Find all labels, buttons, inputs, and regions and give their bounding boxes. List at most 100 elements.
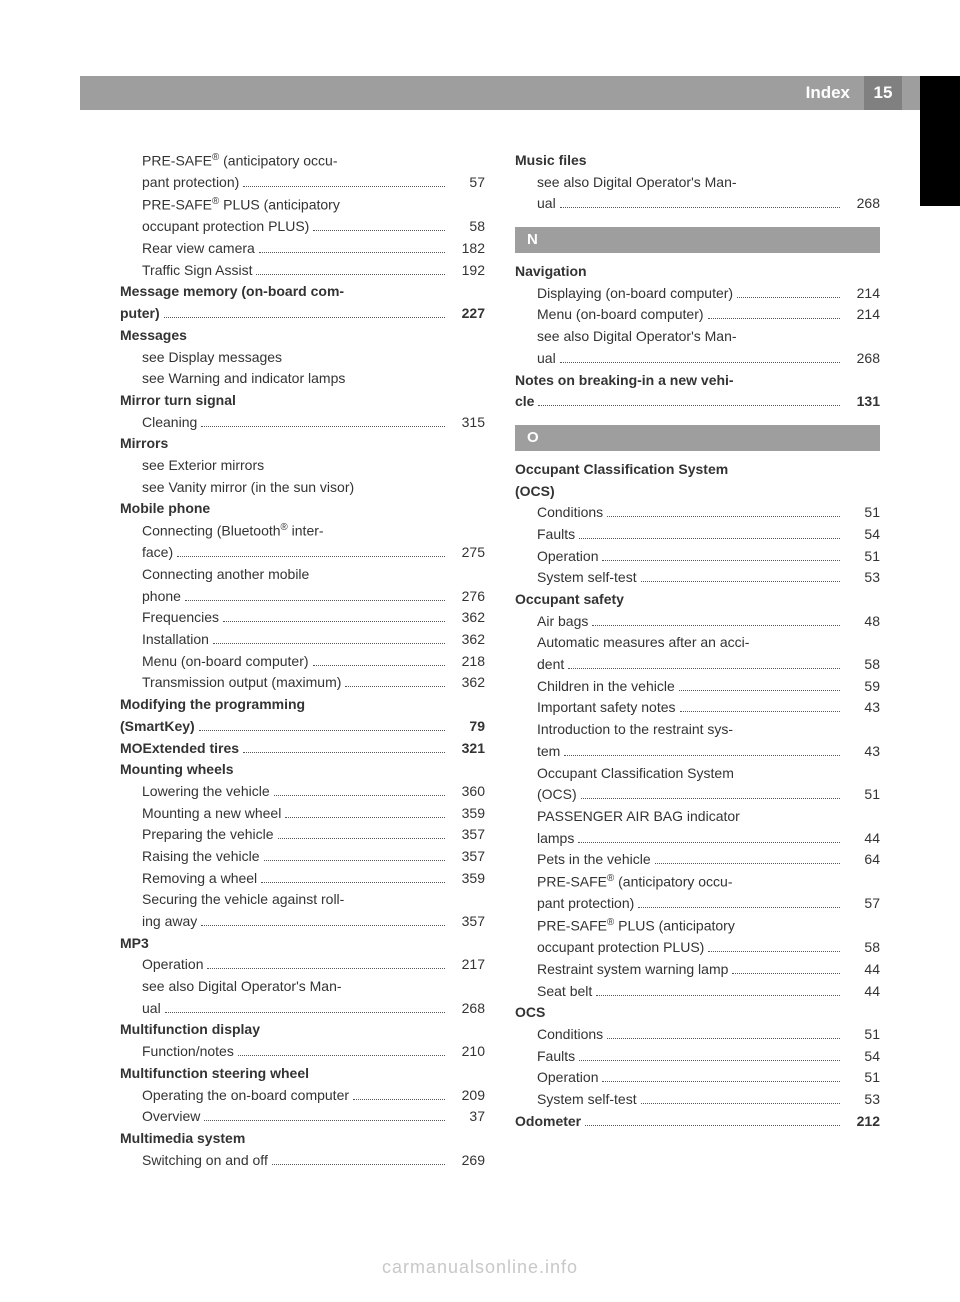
index-page: 359 (449, 803, 485, 825)
leader-dots (313, 665, 445, 666)
index-entry: Modifying the programming (120, 694, 485, 716)
index-page: 182 (449, 238, 485, 260)
index-entry: Automatic measures after an acci- (515, 632, 880, 654)
index-label: OCS (515, 1002, 545, 1024)
index-page: 275 (449, 542, 485, 564)
index-label: Seat belt (537, 981, 592, 1003)
index-page: 131 (844, 391, 880, 413)
index-line: see Vanity mirror (in the sun visor) (120, 477, 485, 499)
index-label: Faults (537, 1046, 575, 1068)
index-label: (SmartKey) (120, 716, 195, 738)
index-label: Connecting (Bluetooth® inter- (142, 520, 324, 542)
leader-dots (579, 538, 840, 539)
index-entry: PASSENGER AIR BAG indicator (515, 806, 880, 828)
index-label: ual (537, 348, 556, 370)
index-entry: Operation217 (120, 954, 485, 976)
index-entry: ual268 (120, 998, 485, 1020)
index-entry: tem43 (515, 741, 880, 763)
index-label: Automatic measures after an acci- (537, 632, 749, 654)
index-entry: Air bags48 (515, 611, 880, 633)
index-line: see Display messages (120, 347, 485, 369)
index-page: 64 (844, 849, 880, 871)
index-page: 53 (844, 1089, 880, 1111)
index-label: Rear view camera (142, 238, 255, 260)
index-page: 58 (844, 937, 880, 959)
index-entry: Rear view camera 182 (120, 238, 485, 260)
index-page: 209 (449, 1085, 485, 1107)
leader-dots (680, 711, 840, 712)
index-label: Operating the on-board computer (142, 1085, 349, 1107)
index-page: 51 (844, 1067, 880, 1089)
index-entry: see also Digital Operator's Man- (515, 326, 880, 348)
index-page: 357 (449, 911, 485, 933)
index-page: 57 (844, 893, 880, 915)
index-entry: Mobile phone (120, 498, 485, 520)
index-entry: Mirror turn signal (120, 390, 485, 412)
leader-dots (602, 560, 840, 561)
leader-dots (285, 817, 445, 818)
index-label: Conditions (537, 502, 603, 524)
index-label: Operation (142, 954, 203, 976)
leader-dots (578, 842, 840, 843)
index-page: 268 (844, 348, 880, 370)
index-page: 57 (449, 172, 485, 194)
index-label: Securing the vehicle against roll- (142, 889, 344, 911)
leader-dots (679, 690, 840, 691)
index-label: Occupant safety (515, 589, 624, 611)
leader-dots (207, 968, 445, 969)
index-entry: Transmission output (maximum)362 (120, 672, 485, 694)
index-entry: OCS (515, 1002, 880, 1024)
index-label: Faults (537, 524, 575, 546)
index-entry: Occupant Classification System (515, 763, 880, 785)
leader-dots (732, 973, 840, 974)
index-label: see also Digital Operator's Man- (537, 326, 737, 348)
index-entry: Pets in the vehicle64 (515, 849, 880, 871)
index-entry: lamps 44 (515, 828, 880, 850)
index-page: 54 (844, 1046, 880, 1068)
leader-dots (177, 556, 445, 557)
index-entry: Occupant Classification System (515, 459, 880, 481)
index-entry: Faults54 (515, 524, 880, 546)
index-page: 43 (844, 741, 880, 763)
index-label: ing away (142, 911, 197, 933)
index-entry: cle131 (515, 391, 880, 413)
index-label: ual (142, 998, 161, 1020)
leader-dots (708, 951, 840, 952)
index-label: lamps (537, 828, 574, 850)
leader-dots (607, 1038, 840, 1039)
index-entry: (SmartKey)79 (120, 716, 485, 738)
index-page: 44 (844, 828, 880, 850)
index-label: pant protection) (142, 172, 239, 194)
leader-dots (641, 1103, 840, 1104)
index-entry: Raising the vehicle357 (120, 846, 485, 868)
leader-dots (259, 252, 445, 253)
index-label: Preparing the vehicle (142, 824, 274, 846)
index-label: Multimedia system (120, 1128, 245, 1150)
index-label: Displaying (on-board computer) (537, 283, 733, 305)
index-entry: Frequencies 362 (120, 607, 485, 629)
index-page: 362 (449, 607, 485, 629)
index-page: 192 (449, 260, 485, 282)
index-page: 37 (449, 1106, 485, 1128)
index-entry: Conditions51 (515, 502, 880, 524)
index-label: dent (537, 654, 564, 676)
index-entry: System self-test53 (515, 1089, 880, 1111)
index-line: see Warning and indicator lamps (120, 368, 485, 390)
leader-dots (165, 1012, 445, 1013)
leader-dots (585, 1125, 840, 1126)
index-page: 276 (449, 586, 485, 608)
index-column-left: PRE-SAFE® (anticipatory occu-pant protec… (120, 150, 485, 1171)
index-label: Notes on breaking-in a new vehi- (515, 370, 734, 392)
index-label: (OCS) (515, 481, 555, 503)
index-page: 268 (844, 193, 880, 215)
index-label: (OCS) (537, 784, 577, 806)
leader-dots (538, 405, 840, 406)
index-label: MP3 (120, 933, 149, 955)
leader-dots (213, 643, 445, 644)
index-label: Frequencies (142, 607, 219, 629)
leader-dots (592, 625, 840, 626)
index-label: Mirror turn signal (120, 390, 236, 412)
index-line: see Exterior mirrors (120, 455, 485, 477)
index-label: face) (142, 542, 173, 564)
index-entry: (OCS) (515, 481, 880, 503)
